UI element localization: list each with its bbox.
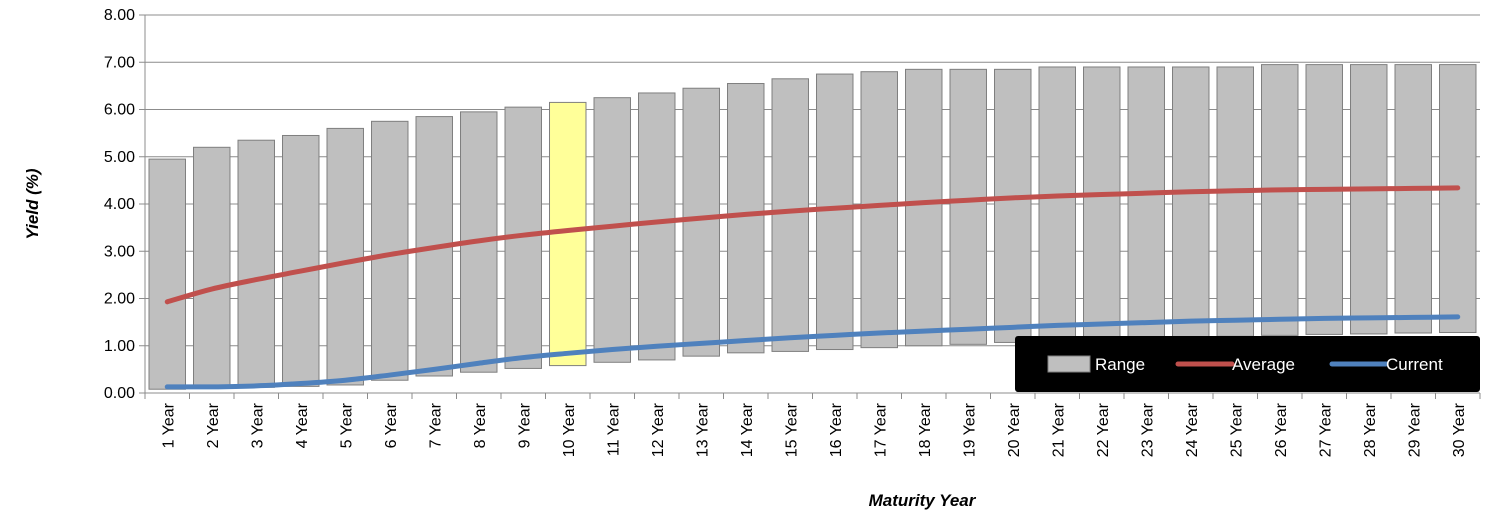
range-bar [282,134,320,387]
range-bar [1038,66,1076,342]
y-tick-label: 7.00 [104,54,135,71]
legend: Range Average Current [1015,336,1480,392]
x-tick-label: 3 Year [249,402,266,448]
x-tick-label: 27 Year [1317,402,1334,457]
x-tick-label: 7 Year [427,402,444,448]
range-bar [1083,66,1121,341]
range-bar [816,73,854,351]
x-tick-label: 13 Year [694,402,711,457]
range-bar [1261,64,1299,336]
series-line-average [164,185,1461,305]
range-bar [1216,66,1254,337]
x-tick-label: 2 Year [205,402,222,448]
range-bar [1394,64,1432,334]
gridlines [139,14,1480,394]
x-tick-label: 22 Year [1095,402,1112,457]
range-bar [593,97,631,363]
legend-background [1015,336,1480,392]
x-tick-label: 10 Year [561,402,578,457]
x-tick-labels: 1 Year 2 Year 3 Year 4 Year 5 Year 6 Year 7 Ye… [144,393,1481,457]
x-tick-label: 6 Year [383,402,400,448]
range-bar [1127,66,1165,340]
range-bar [860,71,898,349]
range-bar [771,78,809,352]
y-tick-label: 3.00 [104,243,135,260]
x-tick-label: 19 Year [961,402,978,457]
x-tick-label: 11 Year [605,402,622,456]
legend-label-average: Average [1232,355,1295,374]
x-tick-label: 23 Year [1139,402,1156,457]
x-tick-label: 15 Year [783,402,800,457]
legend-swatch-range [1047,355,1091,373]
x-tick-label: 18 Year [917,402,934,457]
legend-label-range: Range [1095,355,1145,374]
x-tick-label: 12 Year [650,402,667,457]
y-tick-label: 1.00 [104,338,135,355]
range-bar [682,87,720,357]
x-tick-label: 29 Year [1406,402,1423,457]
range-bar [1305,64,1343,335]
x-tick-label: 1 Year [160,402,177,448]
range-bar [638,92,676,361]
x-axis-title: Maturity Year [869,491,977,510]
y-tick-labels: 0.00 1.00 2.00 3.00 4.00 5.00 6.00 7.00 8.00 [104,7,135,402]
range-bar [949,68,987,345]
x-tick-label: 30 Year [1451,402,1468,457]
x-tick-label: 25 Year [1228,402,1245,457]
series-lines [164,185,1461,390]
x-tick-label: 28 Year [1362,402,1379,457]
range-bars [148,64,1477,390]
x-tick-label: 16 Year [828,402,845,457]
y-tick-label: 0.00 [104,385,135,402]
y-axis-title: Yield (%) [23,168,42,239]
x-tick-label: 14 Year [739,402,756,457]
y-tick-label: 6.00 [104,102,135,119]
range-bar [1439,64,1477,334]
range-bar [994,68,1032,343]
range-bar [905,68,943,347]
y-tick-label: 8.00 [104,7,135,24]
range-bar [1350,64,1388,335]
x-tick-label: 17 Year [872,402,889,457]
x-tick-label: 26 Year [1273,402,1290,457]
y-tick-label: 5.00 [104,149,135,166]
x-tick-label: 9 Year [516,402,533,448]
range-bar [193,146,231,389]
range-bar [727,83,765,354]
range-bar [326,127,364,386]
x-tick-label: 5 Year [338,402,355,448]
series-line-current [164,314,1461,390]
range-bar [148,158,186,390]
y-tick-label: 4.00 [104,196,135,213]
x-tick-label: 8 Year [472,402,489,448]
x-tick-label: 4 Year [294,402,311,448]
range-bar [237,139,275,388]
legend-label-current: Current [1386,355,1443,374]
x-tick-label: 24 Year [1184,402,1201,457]
range-bar [1172,66,1210,338]
x-tick-label: 20 Year [1006,402,1023,457]
y-tick-label: 2.00 [104,291,135,308]
x-tick-label: 21 Year [1050,402,1067,457]
